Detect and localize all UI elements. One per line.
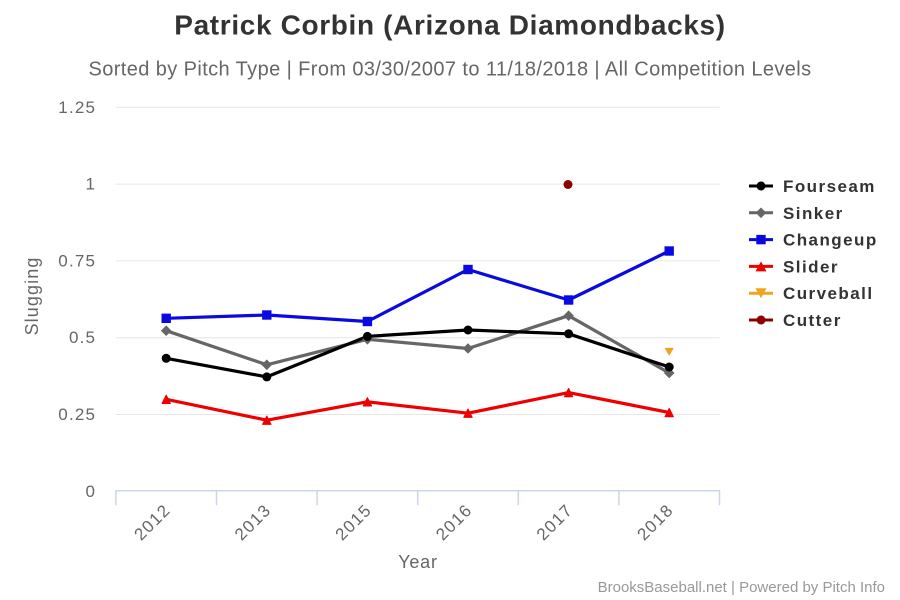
svg-text:0.25: 0.25 (58, 405, 96, 424)
svg-text:Cutter: Cutter (783, 311, 842, 330)
svg-text:Patrick Corbin (Arizona Diamon: Patrick Corbin (Arizona Diamondbacks) (174, 10, 725, 41)
svg-text:Fourseam: Fourseam (783, 177, 876, 196)
svg-text:Curveball: Curveball (783, 284, 874, 303)
svg-text:0.5: 0.5 (69, 328, 96, 347)
svg-text:1.25: 1.25 (58, 98, 96, 117)
svg-text:Slider: Slider (783, 257, 839, 276)
svg-text:Sorted by Pitch Type | From 03: Sorted by Pitch Type | From 03/30/2007 t… (88, 59, 811, 81)
svg-text:Changeup: Changeup (783, 231, 878, 250)
svg-text:Sinker: Sinker (783, 204, 844, 223)
svg-text:0: 0 (86, 482, 97, 501)
svg-text:0.75: 0.75 (58, 251, 96, 270)
svg-text:Slugging: Slugging (22, 257, 42, 336)
svg-text:Year: Year (398, 552, 438, 572)
svg-text:BrooksBaseball.net | Powered b: BrooksBaseball.net | Powered by Pitch In… (598, 579, 885, 596)
svg-text:1: 1 (86, 175, 97, 194)
